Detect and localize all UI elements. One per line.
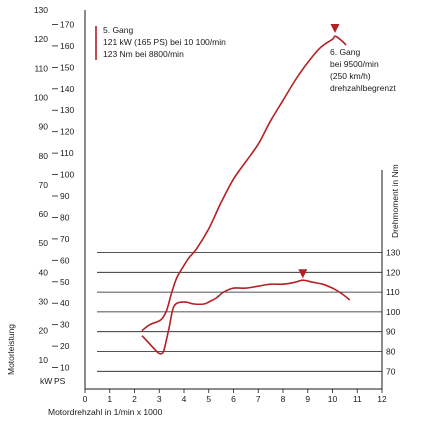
curves: [141, 23, 351, 355]
x-tick-12: 12: [377, 394, 387, 404]
kw-tick-120: 120: [34, 34, 48, 44]
torque-tick-110: 110: [386, 287, 400, 297]
ps-tick-40: 40: [60, 298, 70, 308]
gear6-limit: drehzahlbegrenzt: [330, 83, 396, 93]
x-tick-6: 6: [231, 394, 236, 404]
ps-tick-90: 90: [60, 191, 70, 201]
torque-curve-5th-gear: [141, 279, 351, 355]
x-tick-5: 5: [206, 394, 211, 404]
unit-ps: PS: [54, 376, 66, 386]
x-tick-1: 1: [107, 394, 112, 404]
x-axis-label: Motordrehzahl in 1/min x 1000: [48, 407, 163, 417]
gear5-title: 5. Gang: [103, 25, 134, 35]
kw-tick-50: 50: [39, 238, 49, 248]
torque-tick-130: 130: [386, 248, 400, 258]
x-tick-4: 4: [182, 394, 187, 404]
ps-tick-110: 110: [60, 148, 74, 158]
gear6-rpm: bei 9500/min: [330, 59, 379, 69]
x-tick-8: 8: [281, 394, 286, 404]
y-left-title: Motorleistung: [6, 324, 16, 375]
torque-tick-120: 120: [386, 267, 400, 277]
kw-tick-110: 110: [34, 63, 48, 73]
torque-tick-90: 90: [386, 327, 396, 337]
kw-tick-10: 10: [39, 355, 49, 365]
x-tick-9: 9: [305, 394, 310, 404]
torque-tick-70: 70: [386, 366, 396, 376]
ps-tick-160: 160: [60, 41, 74, 51]
y-right-title: Drehmoment in Nm: [390, 164, 400, 238]
ps-tick-50: 50: [60, 277, 70, 287]
ps-tick-130: 130: [60, 105, 74, 115]
gear6-title: 6. Gang: [330, 47, 361, 57]
torque-tick-80: 80: [386, 347, 396, 357]
x-tick-2: 2: [132, 394, 137, 404]
ps-tick-70: 70: [60, 234, 70, 244]
kw-tick-40: 40: [39, 267, 49, 277]
chart-axes: [52, 10, 383, 393]
ps-tick-20: 20: [60, 341, 70, 351]
x-tick-10: 10: [328, 394, 338, 404]
torque-tick-100: 100: [386, 307, 400, 317]
x-tick-3: 3: [157, 394, 162, 404]
gear6-speed: (250 km/h): [330, 71, 371, 81]
x-tick-7: 7: [256, 394, 261, 404]
power-curve-5th-gear: [141, 35, 347, 332]
ps-tick-170: 170: [60, 19, 74, 29]
ps-tick-10: 10: [60, 363, 70, 373]
x-tick-11: 11: [353, 394, 362, 404]
kw-tick-80: 80: [39, 151, 49, 161]
kw-tick-70: 70: [39, 180, 49, 190]
kw-tick-20: 20: [39, 326, 49, 336]
gear5-torque: 123 Nm bei 8800/min: [103, 49, 184, 59]
ps-tick-150: 150: [60, 62, 74, 72]
ps-tick-30: 30: [60, 320, 70, 330]
ps-tick-100: 100: [60, 170, 74, 180]
ps-tick-80: 80: [60, 212, 70, 222]
kw-tick-30: 30: [39, 297, 49, 307]
gear5-power: 121 kW (165 PS) bei 10 100/min: [103, 37, 226, 47]
power-peak-marker: [330, 23, 340, 33]
torque-peak-marker: [298, 269, 308, 279]
kw-tick-100: 100: [34, 92, 48, 102]
x-tick-0: 0: [83, 394, 88, 404]
ps-tick-140: 140: [60, 84, 74, 94]
ps-tick-60: 60: [60, 255, 70, 265]
kw-tick-130: 130: [34, 5, 48, 15]
torque-grid: [97, 252, 382, 372]
kw-tick-90: 90: [39, 122, 49, 132]
kw-tick-60: 60: [39, 209, 49, 219]
unit-kw: kW: [40, 376, 52, 386]
ps-tick-120: 120: [60, 127, 74, 137]
